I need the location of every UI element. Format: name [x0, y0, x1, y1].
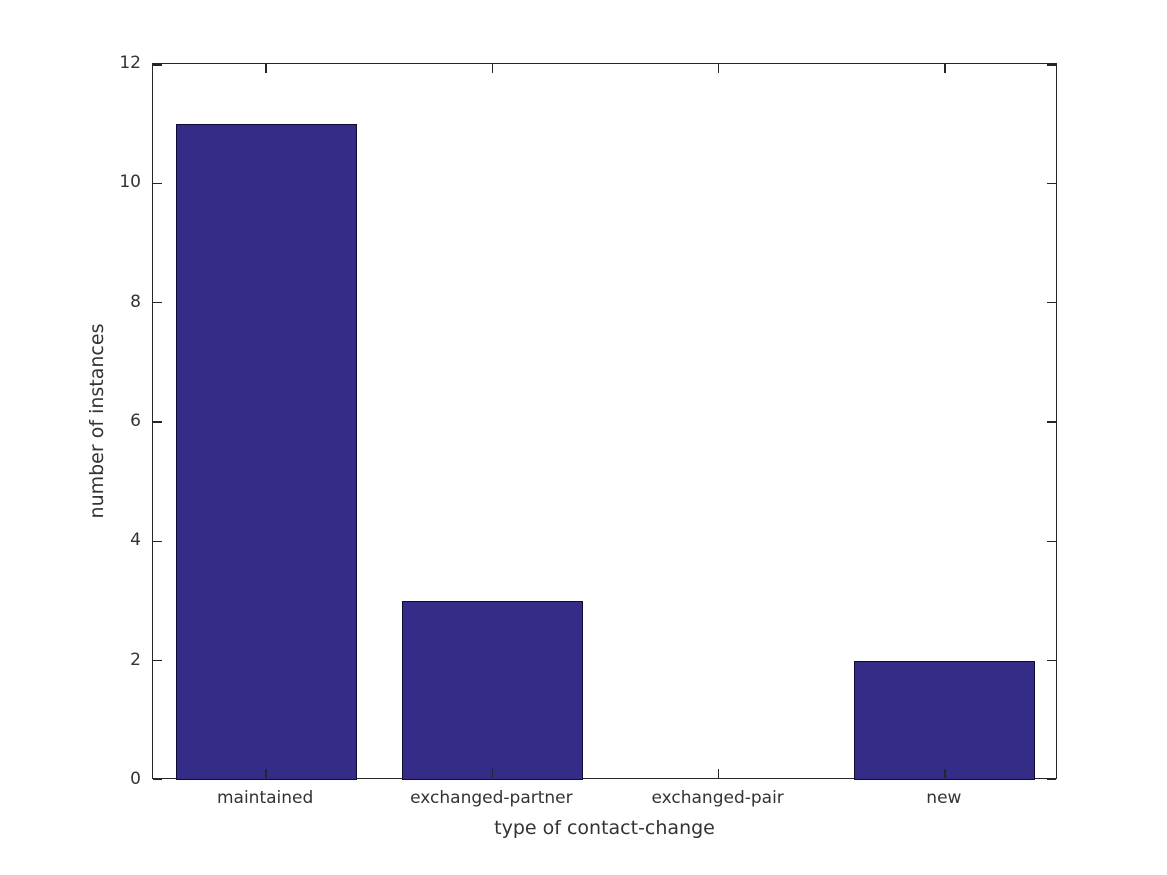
y-tick-right [1047, 778, 1056, 780]
bar-exchanged-partner [401, 601, 583, 780]
y-tick-left [153, 182, 162, 185]
y-tick-label: 0 [130, 769, 141, 789]
x-tick-label: exchanged-partner [410, 788, 573, 808]
x-tick-bottom [491, 769, 494, 778]
x-tick-top [491, 64, 494, 73]
y-tick-right [1047, 182, 1056, 185]
x-tick-bottom [717, 769, 720, 778]
y-tick-label: 10 [119, 172, 141, 193]
bar-new [854, 660, 1036, 780]
y-tick-label: 2 [130, 649, 141, 670]
x-tick-top [265, 64, 267, 73]
plot-area [152, 63, 1057, 780]
y-tick-left [153, 64, 162, 66]
y-tick-left [153, 659, 162, 662]
y-tick-left [153, 301, 162, 304]
y-tick-left [153, 421, 162, 423]
y-tick-right [1047, 421, 1056, 423]
x-tick-bottom [944, 769, 946, 778]
y-tick-label: 6 [130, 411, 141, 431]
bar-maintained [175, 123, 357, 780]
x-tick-top [717, 64, 720, 73]
y-tick-left [153, 540, 162, 543]
x-tick-top [944, 64, 946, 73]
y-tick-label: 12 [119, 53, 141, 73]
x-tick-bottom [265, 769, 267, 778]
x-tick-label: maintained [216, 788, 314, 808]
y-tick-right [1047, 64, 1056, 66]
y-tick-right [1047, 540, 1056, 543]
y-tick-label: 8 [130, 291, 141, 312]
y-tick-left [153, 778, 162, 780]
y-tick-right [1047, 659, 1056, 662]
x-axis-title: type of contact-change [494, 817, 715, 839]
y-tick-label: 4 [130, 530, 141, 551]
x-tick-label: exchanged-pair [651, 788, 784, 808]
x-tick-label: new [926, 788, 962, 808]
y-tick-right [1047, 301, 1056, 304]
